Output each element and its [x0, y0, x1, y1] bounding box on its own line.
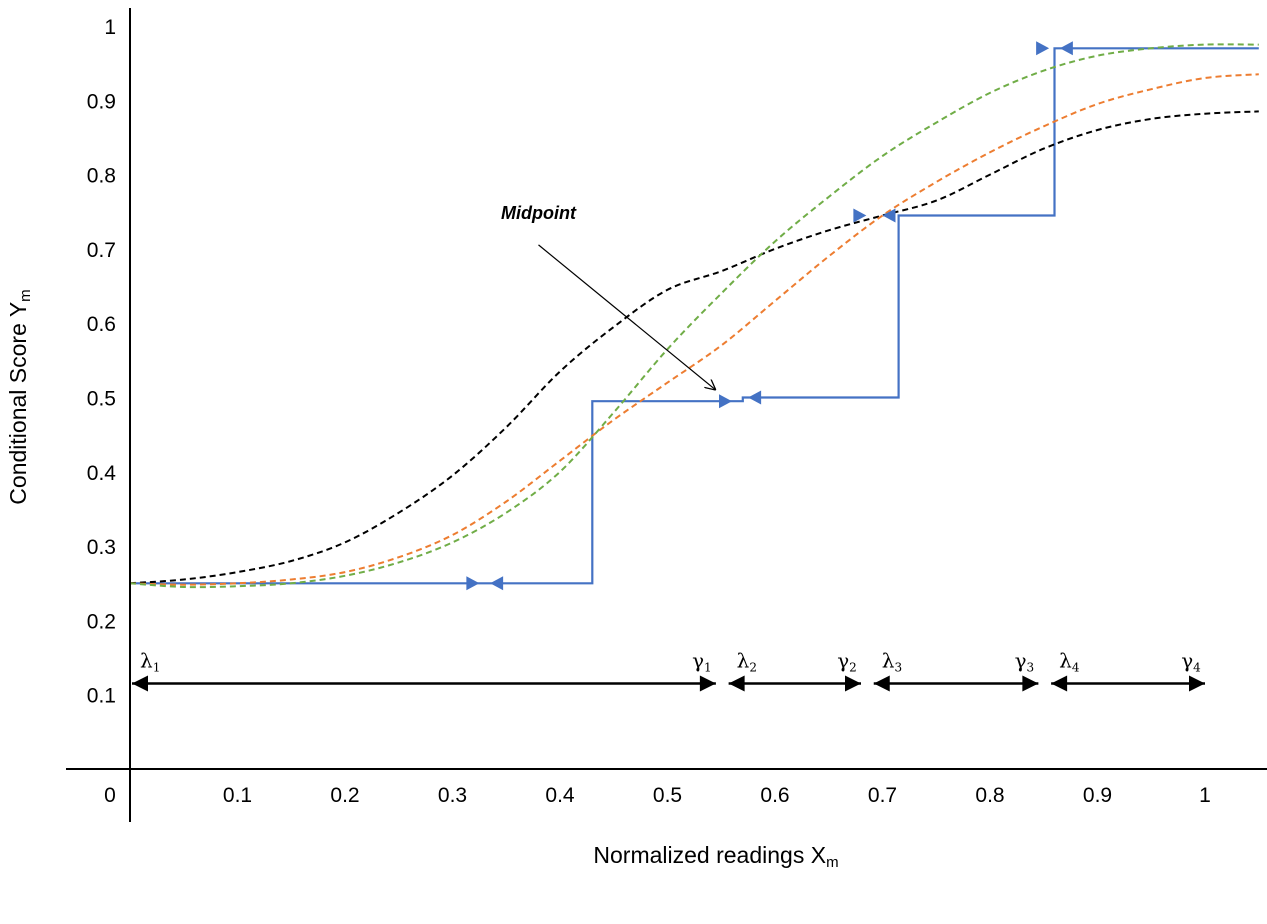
- y-tick-label: 0.7: [87, 239, 116, 262]
- interval-arrowhead-right: [1189, 675, 1205, 692]
- midpoint-annotation-arrow: [538, 244, 716, 390]
- x-tick-label: 0.4: [545, 784, 575, 807]
- x-tick-label: 0.2: [330, 784, 359, 807]
- interval-arrowhead-right: [845, 675, 861, 692]
- annotations: Midpoint: [501, 203, 716, 390]
- y-tick-label: 0.2: [87, 610, 116, 633]
- y-tick-label: 0.1: [87, 685, 116, 708]
- interval-start-label: λ2: [737, 649, 757, 675]
- interval-end-label: γ2: [837, 649, 857, 675]
- y-tick-label: 0.4: [87, 462, 117, 485]
- interval-start-label: λ4: [1059, 649, 1080, 675]
- interval-arrowhead-left: [873, 675, 890, 692]
- y-axis-title-sub: m: [17, 289, 34, 302]
- axes-layer: [66, 8, 1267, 822]
- step-arrowhead: [882, 208, 896, 223]
- interval-end-label: γ1: [692, 649, 712, 675]
- interval-arrowhead-left: [132, 675, 148, 692]
- x-axis-title-sub: m: [826, 854, 839, 871]
- y-tick-label: 0.3: [87, 536, 116, 559]
- x-tick-label: 0.6: [760, 784, 789, 807]
- y-tick-label: 1: [104, 16, 116, 39]
- midpoint-annotation-label: Midpoint: [501, 203, 577, 223]
- y-axis-title: Conditional Score Ym: [5, 289, 34, 504]
- x-tick-label: 0.9: [1083, 784, 1112, 807]
- interval-arrowhead-left: [1051, 675, 1068, 692]
- y-tick-label: 0.5: [87, 388, 116, 411]
- step-arrowhead: [490, 576, 504, 591]
- interval-end-label: γ4: [1181, 649, 1201, 675]
- x-axis-title: Normalized readings Xm: [593, 842, 838, 871]
- y-tick-label: 0.6: [87, 313, 116, 336]
- interval-start-label: λ1: [140, 649, 160, 675]
- interval-arrowhead-right: [699, 675, 716, 692]
- step-arrowhead: [748, 390, 762, 405]
- interval-start-label: λ3: [882, 649, 902, 675]
- step-arrowhead: [853, 208, 867, 223]
- series-layer: [129, 41, 1259, 591]
- interval-arrows: λ1 γ1 λ2 γ2 λ3 γ3 λ4 γ4: [132, 649, 1205, 692]
- y-tick-label: 0.8: [87, 165, 116, 188]
- step-series-line: [130, 47, 1259, 585]
- dashed-series-line-3: [129, 43, 1259, 589]
- x-tick-label: 0.1: [223, 784, 252, 807]
- tick-labels: 0 0.1 0.2 0.3 0.4 0.5 0.6 0.7 0.8 0.9 1 0.1 0.2 0.3 0.…: [87, 16, 1211, 807]
- y-tick-label: 0.9: [87, 90, 116, 113]
- step-arrowhead: [1059, 41, 1073, 56]
- step-arrowhead: [719, 394, 732, 409]
- step-arrowhead: [1036, 41, 1050, 56]
- dashed-series-line-1: [129, 110, 1259, 585]
- x-tick-label: 0.7: [868, 784, 897, 807]
- x-tick-label: 0: [104, 784, 116, 807]
- interval-end-label: γ3: [1015, 649, 1035, 675]
- x-axis-title-text: Normalized readings X: [593, 842, 826, 868]
- y-axis-title-text: Conditional Score Y: [5, 302, 31, 505]
- step-arrowhead: [466, 576, 480, 591]
- x-tick-label: 0.3: [438, 784, 467, 807]
- dashed-series-line-2: [129, 73, 1259, 586]
- interval-arrowhead-right: [1022, 675, 1039, 692]
- x-tick-label: 1: [1199, 784, 1211, 807]
- x-tick-label: 0.8: [975, 784, 1004, 807]
- interval-arrowhead-left: [728, 675, 745, 692]
- x-tick-label: 0.5: [653, 784, 682, 807]
